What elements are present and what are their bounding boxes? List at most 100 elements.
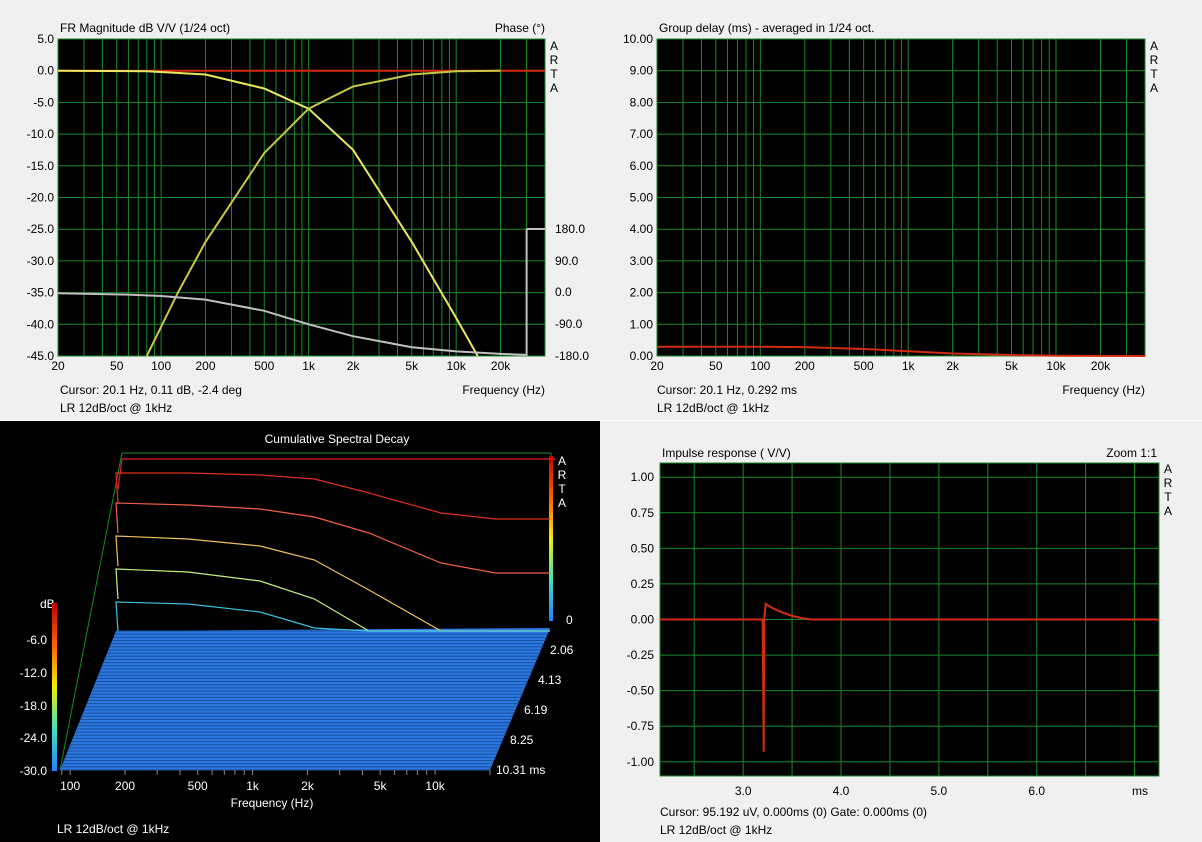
csd-db-tick: -24.0 bbox=[20, 731, 48, 745]
gd-x-tick: 5k bbox=[1005, 359, 1019, 373]
gd-traces bbox=[656, 345, 1146, 357]
gd-title: Group delay (ms) - averaged in 1/24 oct. bbox=[659, 21, 874, 35]
gd-y-ticks: 10.00 9.00 8.00 7.00 6.00 5.00 4.00 3.00 2.00 1.0… bbox=[623, 32, 653, 363]
csd-time-tick: 2.06 bbox=[550, 643, 574, 657]
ir-x-tick: 3.0 bbox=[735, 784, 752, 798]
ir-x-tick: 5.0 bbox=[931, 784, 948, 798]
fr-phase-tick: 180.0 bbox=[555, 222, 585, 236]
fr-magnitude-trace bbox=[145, 69, 501, 357]
arta-letter: A bbox=[1150, 39, 1158, 53]
csd-db-tick: -6.0 bbox=[26, 633, 47, 647]
fr-traces bbox=[57, 69, 545, 357]
csd-x-label: Frequency (Hz) bbox=[231, 796, 314, 810]
csd-x-tick: 500 bbox=[188, 779, 208, 793]
gd-chart[interactable]: Group delay (ms) - averaged in 1/24 oct.… bbox=[600, 0, 1202, 420]
csd-time-tick: 8.25 bbox=[510, 733, 534, 747]
fr-y-tick: 5.0 bbox=[37, 32, 54, 46]
gd-cursor-readout: Cursor: 20.1 Hz, 0.292 ms bbox=[657, 383, 797, 397]
csd-db-ticks: -6.0 -12.0 -18.0 -24.0 -30.0 bbox=[20, 633, 48, 778]
arta-letter: R bbox=[558, 468, 567, 482]
csd-time-tick: 10.31 ms bbox=[496, 763, 545, 777]
fr-x-ticks: 20 50 100 200 500 1k 2k 5k 10k 20k bbox=[51, 359, 511, 373]
gd-y-tick: 0.00 bbox=[630, 349, 654, 363]
fr-x-tick: 1k bbox=[302, 359, 316, 373]
csd-db-tick: -30.0 bbox=[20, 764, 48, 778]
ir-zoom[interactable]: Zoom 1:1 bbox=[1106, 446, 1157, 460]
csd-waterfall bbox=[59, 452, 556, 771]
gd-y-tick: 10.00 bbox=[623, 32, 653, 46]
gd-x-tick: 50 bbox=[709, 359, 723, 373]
arta-letter: T bbox=[1150, 67, 1158, 81]
ir-y-tick: -0.50 bbox=[627, 684, 655, 698]
fr-y-tick: -5.0 bbox=[33, 95, 54, 109]
gd-x-tick: 20k bbox=[1091, 359, 1111, 373]
ir-y-tick: -0.75 bbox=[627, 719, 655, 733]
panel-separator bbox=[0, 420, 1202, 421]
csd-x-tick: 100 bbox=[60, 779, 80, 793]
csd-frame-line bbox=[59, 452, 123, 771]
gd-x-label: Frequency (Hz) bbox=[1062, 383, 1145, 397]
ir-title: Impulse response ( V/V) bbox=[662, 446, 791, 460]
fr-title: FR Magnitude dB V/V (1/24 oct) bbox=[60, 21, 230, 35]
gd-y-tick: 8.00 bbox=[630, 95, 654, 109]
fr-subtitle: LR 12dB/oct @ 1kHz bbox=[60, 401, 172, 415]
arta-letter: T bbox=[558, 482, 566, 496]
ir-traces bbox=[660, 602, 1159, 752]
arta-letter: A bbox=[550, 81, 558, 95]
fr-x-tick: 10k bbox=[446, 359, 466, 373]
gd-x-tick: 2k bbox=[946, 359, 960, 373]
ir-y-tick: 0.00 bbox=[631, 613, 655, 627]
arta-letter: R bbox=[1164, 476, 1173, 490]
csd-slice-line bbox=[115, 601, 550, 632]
gd-plot-border bbox=[656, 38, 1146, 357]
ir-trace bbox=[660, 602, 1159, 752]
fr-y-tick: -20.0 bbox=[27, 191, 55, 205]
gd-y-tick: 4.00 bbox=[630, 222, 654, 236]
fr-y-tick: -25.0 bbox=[27, 222, 55, 236]
csd-time-tick: 0 bbox=[566, 613, 573, 627]
fr-phase-tick: 90.0 bbox=[555, 254, 579, 268]
ir-x-unit: ms bbox=[1132, 784, 1148, 798]
fr-y-tick: -10.0 bbox=[27, 127, 55, 141]
group-delay-panel: Group delay (ms) - averaged in 1/24 oct.… bbox=[600, 0, 1202, 420]
fr-x-tick: 20 bbox=[51, 359, 65, 373]
fr-x-tick: 500 bbox=[254, 359, 274, 373]
arta-letter: R bbox=[550, 53, 559, 67]
csd-time-tick: 4.13 bbox=[538, 673, 562, 687]
fr-y-ticks: 5.0 0.0 -5.0 -10.0 -15.0 -20.0 -25.0 -30.0 -35.0… bbox=[27, 32, 55, 363]
fr-x-tick: 2k bbox=[347, 359, 361, 373]
ir-y-tick: 0.25 bbox=[631, 577, 655, 591]
fr-x-tick: 100 bbox=[151, 359, 171, 373]
gd-x-ticks: 20 50 100 200 500 1k 2k 5k 10k 20k bbox=[650, 359, 1111, 373]
arta-letter: A bbox=[1164, 462, 1172, 476]
fr-phase-tick: -180.0 bbox=[555, 349, 589, 363]
fr-x-label: Frequency (Hz) bbox=[462, 383, 545, 397]
gd-y-tick: 9.00 bbox=[630, 64, 654, 78]
gd-x-tick: 500 bbox=[854, 359, 874, 373]
gd-y-tick: 1.00 bbox=[630, 317, 654, 331]
ir-chart[interactable]: Impulse response ( V/V) Zoom 1:1 1.00 0.7… bbox=[600, 421, 1202, 842]
csd-floor bbox=[60, 628, 550, 770]
gd-subtitle: LR 12dB/oct @ 1kHz bbox=[657, 401, 769, 415]
arta-letter: A bbox=[558, 454, 566, 468]
csd-right-colorbar bbox=[549, 456, 553, 621]
gd-x-tick: 10k bbox=[1046, 359, 1066, 373]
arta-letter: A bbox=[550, 39, 558, 53]
gd-grid bbox=[656, 38, 1146, 357]
fr-y-tick: -30.0 bbox=[27, 254, 55, 268]
gd-x-tick: 200 bbox=[795, 359, 815, 373]
fr-chart[interactable]: FR Magnitude dB V/V (1/24 oct) Phase (°)… bbox=[0, 0, 600, 420]
fr-y-tick: -45.0 bbox=[27, 349, 55, 363]
csd-x-tick: 5k bbox=[374, 779, 388, 793]
csd-slice-line bbox=[117, 458, 556, 490]
ir-x-tick: 6.0 bbox=[1028, 784, 1045, 798]
fr-x-tick: 20k bbox=[491, 359, 511, 373]
gd-y-tick: 6.00 bbox=[630, 159, 654, 173]
fr-y-tick: -35.0 bbox=[27, 286, 55, 300]
fr-x-tick: 50 bbox=[110, 359, 124, 373]
fr-phase-ticks: 180.0 90.0 0.0 -90.0 -180.0 bbox=[555, 222, 589, 363]
